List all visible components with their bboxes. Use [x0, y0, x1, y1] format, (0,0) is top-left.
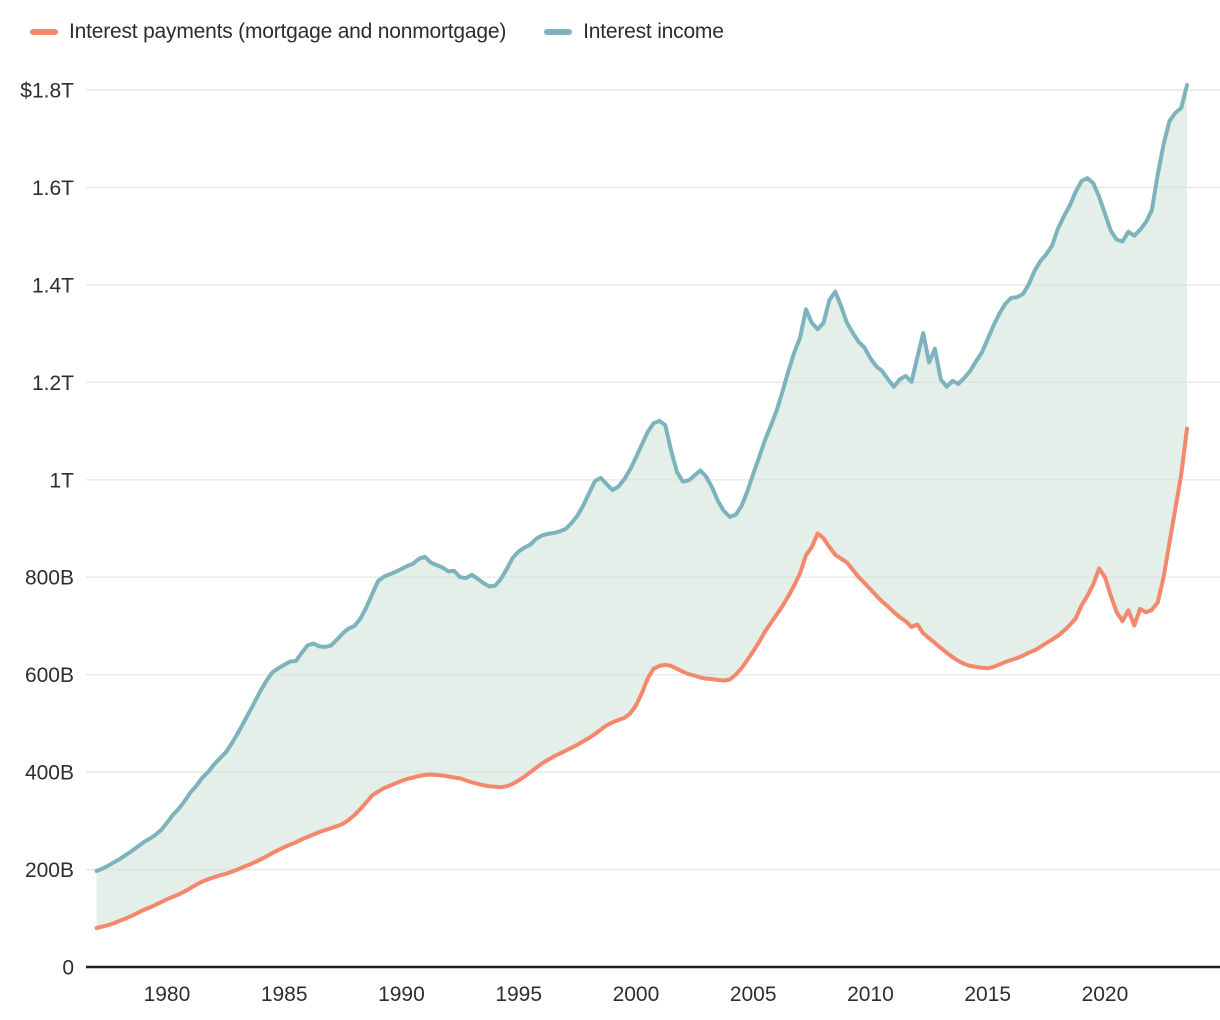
legend-item-interest-payments: Interest payments (mortgage and nonmortg…: [30, 20, 506, 44]
y-tick-label-1.2T: 1.2T: [32, 372, 74, 395]
y-tick-label-1T: 1T: [49, 469, 74, 492]
y-tick-label-400B: 400B: [25, 762, 74, 785]
interest-income-line-swatch-icon: [544, 29, 573, 35]
x-tick-label-2020: 2020: [1082, 983, 1129, 1006]
legend-label-interest-income: Interest income: [583, 20, 724, 43]
y-tick-label-0: 0: [62, 957, 74, 980]
x-tick-label-1980: 1980: [144, 983, 191, 1006]
y-tick-label-1.6T: 1.6T: [32, 177, 74, 200]
y-tick-label-600B: 600B: [25, 664, 74, 687]
x-tick-label-2000: 2000: [613, 983, 660, 1006]
legend-label-interest-payments: Interest payments (mortgage and nonmortg…: [69, 20, 507, 43]
series-line-income[interactable]: [94, 83, 1189, 873]
y-tick-label-800B: 800B: [25, 567, 74, 590]
fill-between-series: [96, 85, 1188, 929]
x-tick-label-2015: 2015: [964, 983, 1011, 1006]
x-tick-label-1985: 1985: [261, 983, 308, 1006]
x-tick-label-1995: 1995: [495, 983, 542, 1006]
x-tick-label-2010: 2010: [847, 983, 894, 1006]
y-tick-label-200B: 200B: [25, 859, 74, 882]
x-axis-tick-labels: 1980 1985 1990 1995 2000 2005 2010 2015 2020: [144, 983, 1129, 1006]
y-tick-label-$1.8T: $1.8T: [20, 80, 74, 103]
series-line-payments[interactable]: [94, 426, 1189, 930]
interest-payments-line-swatch-icon: [30, 29, 58, 35]
y-axis-tick-labels: 0 200B 400B 600B 800B 1T 1.2T 1.4T 1.6T $1.8T: [20, 80, 74, 980]
chart-legend: Interest payments (mortgage and nonmortg…: [30, 20, 724, 44]
y-tick-label-1.4T: 1.4T: [32, 274, 74, 297]
x-tick-label-1990: 1990: [378, 983, 425, 1006]
x-tick-label-2005: 2005: [730, 983, 777, 1006]
legend-item-interest-income: Interest income: [544, 20, 724, 44]
